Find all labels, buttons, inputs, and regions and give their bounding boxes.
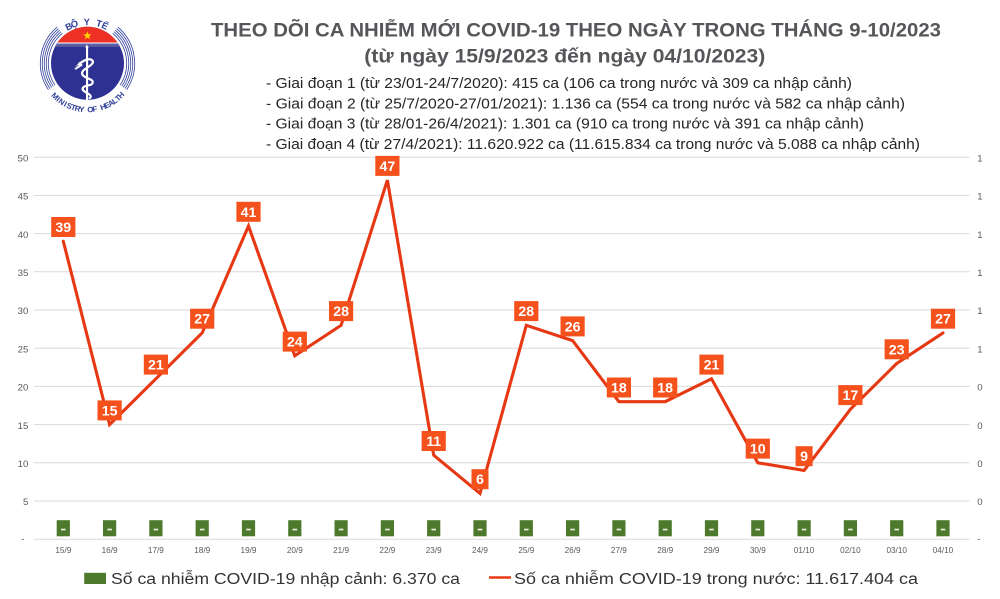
svg-text:21/9: 21/9: [333, 546, 349, 555]
svg-text:0: 0: [977, 383, 982, 394]
svg-text:27/9: 27/9: [611, 546, 627, 555]
svg-text:28/9: 28/9: [657, 546, 673, 555]
svg-text:B: B: [64, 21, 75, 33]
svg-text:1: 1: [977, 268, 982, 279]
svg-text:19/9: 19/9: [241, 546, 257, 555]
svg-text:M: M: [49, 91, 60, 102]
svg-text:-: -: [977, 534, 980, 545]
svg-text:T: T: [95, 18, 104, 29]
svg-text:26/9: 26/9: [565, 546, 581, 555]
svg-text:N: N: [57, 97, 67, 108]
svg-text:1: 1: [977, 306, 982, 317]
svg-text:22/9: 22/9: [379, 546, 395, 555]
svg-text:F: F: [92, 104, 98, 114]
svg-text:25/9: 25/9: [518, 546, 534, 555]
svg-text:T: T: [70, 103, 77, 113]
svg-text:0: 0: [977, 459, 982, 470]
svg-text:S: S: [65, 101, 73, 111]
svg-text:15: 15: [102, 403, 118, 419]
svg-text:41: 41: [241, 205, 257, 221]
svg-text:26: 26: [565, 319, 581, 335]
svg-text:24: 24: [287, 335, 303, 351]
svg-text:- Giai đoạn 3 (từ 28/01-26/4/2: - Giai đoạn 3 (từ 28/01-26/4/2021): 1.30…: [266, 116, 864, 133]
svg-text:15: 15: [18, 421, 29, 432]
svg-text:(từ ngày 15/9/2023 đến ngày 04: (từ ngày 15/9/2023 đến ngày 04/10/2023): [364, 45, 765, 67]
svg-text:04/10: 04/10: [933, 546, 954, 555]
svg-text:- Giai đoạn 1 (từ 23/01-24/7/2: - Giai đoạn 1 (từ 23/01-24/7/2020): 415 …: [266, 75, 852, 92]
svg-text:1: 1: [977, 344, 982, 355]
svg-text:18/9: 18/9: [194, 546, 210, 555]
svg-text:1: 1: [977, 230, 982, 241]
svg-text:15/9: 15/9: [55, 546, 71, 555]
svg-text:18: 18: [611, 381, 627, 397]
svg-text:20: 20: [18, 383, 29, 394]
svg-text:45: 45: [18, 192, 29, 203]
svg-text:28: 28: [333, 304, 349, 320]
svg-text:Y: Y: [84, 17, 91, 27]
svg-text:30: 30: [18, 306, 29, 317]
svg-text:27: 27: [935, 312, 951, 328]
svg-text:17/9: 17/9: [148, 546, 164, 555]
svg-text:10: 10: [18, 459, 29, 470]
svg-text:E: E: [103, 100, 112, 110]
svg-text:25: 25: [18, 344, 29, 355]
svg-text:O: O: [87, 105, 94, 114]
svg-text:1: 1: [977, 153, 982, 164]
svg-text:H: H: [116, 90, 127, 101]
svg-text:18: 18: [657, 381, 673, 397]
svg-text:THEO DÕI CA NHIỄM MỚI COVID-19: THEO DÕI CA NHIỄM MỚI COVID-19 THEO NGÀY…: [211, 18, 941, 42]
svg-text:6: 6: [476, 472, 484, 488]
svg-text:21: 21: [704, 358, 720, 374]
svg-text:29/9: 29/9: [704, 546, 720, 555]
svg-text:9: 9: [800, 449, 808, 465]
svg-text:A: A: [106, 98, 116, 109]
svg-text:02/10: 02/10: [840, 546, 861, 555]
svg-text:I: I: [62, 100, 68, 109]
svg-text:11: 11: [426, 434, 441, 450]
svg-text:L: L: [110, 96, 119, 106]
svg-text:16/9: 16/9: [102, 546, 118, 555]
svg-text:Ộ: Ộ: [69, 17, 79, 30]
svg-text:01/10: 01/10: [794, 546, 815, 555]
svg-text:T: T: [113, 93, 123, 103]
svg-text:40: 40: [18, 230, 29, 241]
svg-text:24/9: 24/9: [472, 546, 488, 555]
svg-text:1: 1: [977, 192, 982, 203]
svg-text:23/9: 23/9: [426, 546, 442, 555]
svg-text:R: R: [74, 104, 82, 114]
svg-text:28: 28: [518, 304, 534, 320]
svg-text:27: 27: [194, 312, 210, 328]
svg-text:5: 5: [23, 497, 28, 508]
svg-text:- Giai đoạn 4 (từ 27/4/2021):: - Giai đoạn 4 (từ 27/4/2021): 11.620.922…: [266, 136, 920, 153]
svg-text:10: 10: [750, 442, 766, 458]
svg-text:20/9: 20/9: [287, 546, 303, 555]
svg-text:35: 35: [18, 268, 29, 279]
svg-text:Ế: Ế: [100, 20, 110, 32]
svg-text:I: I: [54, 95, 61, 103]
svg-text:Số ca nhiễm COVID-19 nhập cảnh: Số ca nhiễm COVID-19 nhập cảnh: 6.370 ca: [111, 571, 460, 588]
svg-text:50: 50: [18, 153, 29, 164]
svg-text:30/9: 30/9: [750, 546, 766, 555]
svg-text:-: -: [21, 534, 24, 545]
svg-text:Số ca nhiễm COVID-19 trong nướ: Số ca nhiễm COVID-19 trong nước: 11.617.…: [514, 571, 918, 588]
svg-text:0: 0: [977, 497, 982, 508]
svg-text:17: 17: [843, 388, 859, 404]
svg-text:- Giai đoạn 2 (từ 25/7/2020-27: - Giai đoạn 2 (từ 25/7/2020-27/01/2021):…: [266, 95, 905, 112]
svg-text:03/10: 03/10: [886, 546, 907, 555]
svg-text:H: H: [99, 102, 108, 112]
svg-text:47: 47: [380, 159, 396, 175]
svg-text:Y: Y: [79, 105, 86, 115]
svg-text:21: 21: [148, 358, 164, 374]
svg-text:39: 39: [55, 220, 71, 236]
svg-text:0: 0: [977, 421, 982, 432]
svg-text:23: 23: [889, 342, 905, 358]
